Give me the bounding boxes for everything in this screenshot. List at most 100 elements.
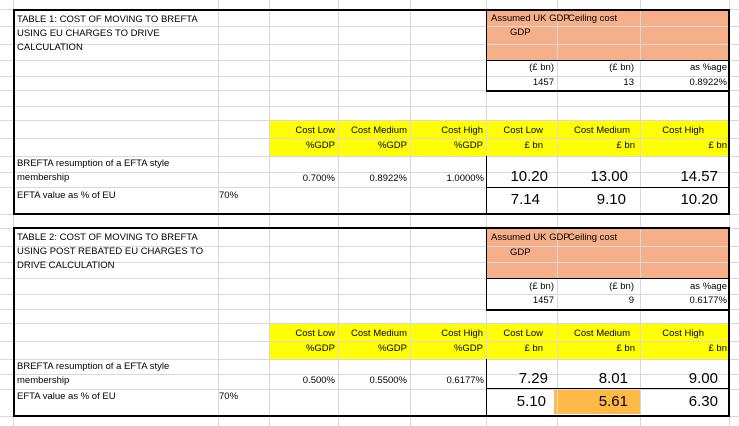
gridline-row [0, 294, 739, 295]
t1-divider-v1 [486, 10, 487, 91]
t2-row2-med-bn[interactable]: 5.61 [598, 393, 628, 410]
t2-header-cost-medium-gdp-2: %GDP [377, 343, 407, 354]
table1-header-fill [486, 10, 728, 60]
t2-header-cost-medium-bn-2: £ bn [616, 343, 636, 354]
gridline-row [0, 120, 739, 121]
gridline-row [0, 246, 739, 247]
gridline-row [0, 323, 739, 324]
t1-divider-h3 [486, 187, 729, 188]
t2-header-cost-high-bn-1: Cost High [662, 328, 704, 339]
table1-gdp-suffix: GDP [510, 27, 531, 38]
t2-row1-low-pct[interactable]: 0.500% [302, 375, 335, 386]
gridline-row [0, 156, 739, 157]
table2-gdp-suffix: GDP [510, 247, 531, 258]
gridline-row [0, 60, 739, 61]
t2-divider-h2 [486, 309, 729, 310]
gridline-row [0, 389, 739, 390]
t1-header-cost-low-bn-1: Cost Low [503, 125, 543, 136]
gridline-row [0, 228, 739, 229]
t2-row1-med-bn[interactable]: 8.01 [598, 370, 628, 387]
gridline-row [0, 278, 739, 279]
t1-header-cost-low-gdp-1: Cost Low [295, 125, 335, 136]
t1-row1-low-bn[interactable]: 10.20 [510, 168, 548, 185]
gridline-row [0, 341, 739, 342]
gridline-row [0, 187, 739, 188]
t2-header-cost-medium-bn-1: Cost Medium [574, 328, 630, 339]
t2-divider-v2 [486, 359, 487, 416]
t1-header-cost-medium-gdp-2: %GDP [377, 140, 407, 151]
gridline-row [0, 374, 739, 375]
gridline-col [13, 0, 14, 426]
table2-header-fill [486, 228, 728, 278]
table1-ceiling-cost-label: Ceiling cost [568, 13, 618, 24]
t1-row2-high-bn[interactable]: 10.20 [680, 191, 718, 208]
table2-gdp-value[interactable]: 1457 [532, 295, 554, 306]
gridline-row [0, 262, 739, 263]
t1-header-cost-high-gdp-2: %GDP [453, 140, 483, 151]
t1-header-cost-medium-bn-2: £ bn [616, 140, 636, 151]
gridline-row [0, 26, 739, 27]
t2-divider-v1 [486, 228, 487, 310]
t1-divider-h2b [486, 91, 729, 92]
t2-divider-h2b [486, 310, 729, 311]
t2-row2-pct[interactable]: 70% [219, 391, 239, 402]
gridline-row [0, 9, 739, 10]
t2-header-cost-high-gdp-1: Cost High [441, 328, 483, 339]
gridline-col [338, 0, 339, 426]
t1-divider-h2 [486, 90, 729, 91]
t1-row2-low-bn[interactable]: 7.14 [510, 191, 540, 208]
gridline-row [0, 90, 739, 91]
table1-as-pct-label: as %age [690, 62, 727, 73]
table2-ceiling-value[interactable]: 9 [628, 295, 634, 306]
t1-row2-pct[interactable]: 70% [219, 190, 239, 201]
gridline-row [0, 359, 739, 360]
gridline-row [0, 44, 739, 45]
t1-row1-high-bn[interactable]: 14.57 [680, 168, 718, 185]
table1-ceiling-value[interactable]: 13 [623, 77, 634, 88]
gridline-row [0, 309, 739, 310]
table1-unit-ceiling: (£ bn) [609, 62, 634, 73]
t2-row1-med-pct[interactable]: 0.5500% [369, 375, 407, 386]
t2-row1-low-bn[interactable]: 7.29 [518, 370, 548, 387]
t1-row1-low-pct[interactable]: 0.700% [302, 173, 335, 184]
t2-row2-label: EFTA value as % of EU [17, 391, 116, 402]
t2-row1-label: BREFTA resumption of a EFTA style member… [17, 361, 170, 386]
gridline-row [0, 76, 739, 77]
table2-ceiling-cost-label: Ceiling cost [568, 232, 618, 243]
gridline-row [0, 106, 739, 107]
t1-divider-v2 [486, 156, 487, 214]
t2-row2-low-bn[interactable]: 5.10 [516, 393, 546, 410]
gridline-row [0, 214, 739, 215]
t1-divider-h1 [486, 60, 729, 61]
table2-title: TABLE 2: COST OF MOVING TO BREFTA USING … [17, 232, 204, 271]
table1-gdp-value[interactable]: 1457 [532, 77, 554, 88]
gridline-row [0, 172, 739, 173]
t2-header-cost-medium-gdp-1: Cost Medium [351, 328, 407, 339]
t2-row1-high-pct[interactable]: 0.6177% [446, 375, 484, 386]
t1-row2-med-bn[interactable]: 9.10 [596, 191, 626, 208]
gridline-row [0, 416, 739, 417]
t1-row1-label: BREFTA resumption of a EFTA style member… [17, 158, 170, 183]
t1-header-cost-low-bn-2: £ bn [524, 140, 544, 151]
t2-row2-high-bn[interactable]: 6.30 [688, 393, 718, 410]
t2-header-cost-low-gdp-2: %GDP [305, 343, 335, 354]
table2-as-pct-label: as %age [690, 281, 727, 292]
gridline-col [269, 0, 270, 426]
table1-pct-value[interactable]: 0.8922% [689, 77, 727, 88]
table1-assumed-gdp-label: Assumed UK GDP [491, 13, 570, 24]
t2-header-cost-high-gdp-2: %GDP [453, 343, 483, 354]
table1-title: TABLE 1: COST OF MOVING TO BREFTA USING … [17, 14, 198, 53]
gridline-col [410, 0, 411, 426]
table2-unit-gdp: (£ bn) [529, 281, 554, 292]
t2-row1-high-bn[interactable]: 9.00 [688, 370, 718, 387]
highlighted-cell [554, 389, 641, 414]
t1-header-cost-high-bn-2: £ bn [708, 140, 728, 151]
t1-row1-med-pct[interactable]: 0.8922% [369, 173, 407, 184]
t2-header-cost-low-gdp-1: Cost Low [295, 328, 335, 339]
t1-row1-med-bn[interactable]: 13.00 [590, 168, 628, 185]
t2-divider-h1 [486, 278, 729, 279]
table2-pct-value[interactable]: 0.6177% [689, 295, 727, 306]
t1-header-cost-medium-gdp-1: Cost Medium [351, 125, 407, 136]
t1-row1-high-pct[interactable]: 1.0000% [446, 173, 484, 184]
